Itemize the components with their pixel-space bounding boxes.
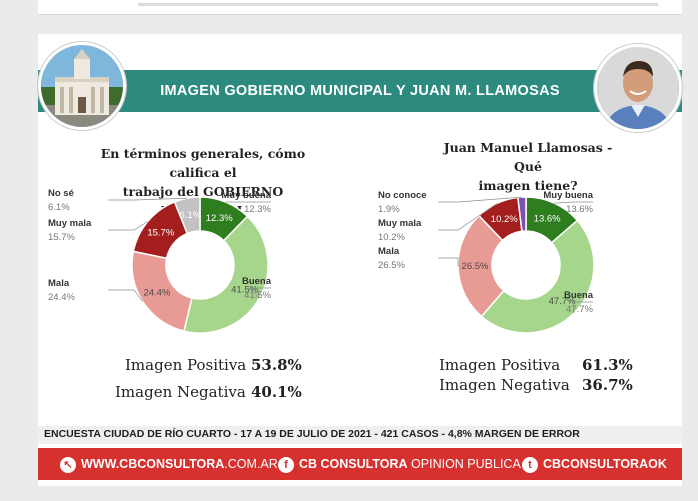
left-positive-value: 53.8% [251,356,302,374]
donut-slice [480,219,595,334]
website-link[interactable]: ↖ WWW.CBCONSULTORA.COM.AR [60,448,278,480]
slice-value-label: 12.3% [206,213,233,224]
twitter-handle: CBCONSULTORAOK [543,457,667,471]
left-negative-value: 40.1% [251,383,302,401]
donut-slice [457,214,505,318]
previous-card-bar [138,3,658,6]
category-value: 24.4% [48,292,75,303]
website-rest: .COM.AR [224,457,278,471]
category-label: Muy mala [378,218,422,229]
category-value: 41.5% [244,290,271,301]
leader-line [438,257,459,267]
slice-value-label: 13.6% [534,214,561,225]
header-banner: IMAGEN GOBIERNO MUNICIPAL Y JUAN M. LLAM… [38,70,682,112]
category-label: Buena [242,276,272,287]
slice-value-label: 47.7% [549,296,576,307]
category-value: 13.6% [566,204,593,215]
donut-slice [183,215,269,334]
category-label: No sé [48,188,74,199]
category-value: 15.7% [48,232,75,243]
contact-bar: ↖ WWW.CBCONSULTORA.COM.AR f CB CONSULTORA … [38,448,682,480]
category-label: Muy buena [221,190,271,201]
leader-line [438,196,522,203]
facebook-bold: CB CONSULTORA [299,457,408,471]
slice-value-label: 41.5% [231,285,258,296]
leader-line [438,203,498,231]
slice-value-label: 10.2% [491,214,518,225]
slice-value-label: 24.4% [143,287,170,298]
twitter-link[interactable]: t CBCONSULTORAOK [522,448,667,480]
leader-line [248,287,271,299]
slice-value-label: 6.1% [179,210,201,221]
slice-value-label: 15.7% [147,227,174,238]
donut-slice [173,196,201,235]
leader-line [554,201,593,204]
building-illustration [41,45,123,127]
twitter-icon: t [522,456,538,473]
survey-card: IMAGEN GOBIERNO MUNICIPAL Y JUAN M. LLAM… [38,34,682,486]
category-label: Buena [564,290,594,301]
right-positive-value: 61.3% [582,356,633,374]
category-label: Mala [48,278,70,289]
right-negative-label: Imagen Negativa [439,376,570,394]
category-value: 1.9% [378,204,400,215]
donut-slice [131,250,193,332]
llamosas-photo [594,44,682,132]
cursor-click-icon: ↖ [60,456,76,473]
right-negative-value: 36.7% [582,376,633,394]
leader-line [108,221,148,231]
survey-info-strip [38,426,682,444]
left-positive-row: Imagen Positiva 53.8% [125,356,302,374]
category-value: 10.2% [378,232,405,243]
leader-line [572,301,593,314]
category-label: Mala [378,246,400,257]
person-illustration [597,47,679,129]
right-question: Juan Manuel Llamosas - Qué imagen tiene? [428,138,628,195]
page-title: IMAGEN GOBIERNO MUNICIPAL Y JUAN M. LLAM… [160,83,560,99]
category-value: 6.1% [48,202,70,213]
survey-info: ENCUESTA CIUDAD DE RÍO CUARTO - 17 A 19 … [44,428,580,440]
facebook-icon: f [278,456,294,473]
right-question-line2: imagen tiene? [478,178,578,193]
right-question-line1: Juan Manuel Llamosas - Qué [443,140,613,174]
category-label: No conoce [378,190,427,201]
facebook-link[interactable]: f CB CONSULTORA OPINION PUBLICA [278,448,521,480]
left-question-line1: En términos generales, cómo califica el [100,146,306,180]
building-photo [38,42,126,130]
facebook-rest: OPINION PUBLICA [407,457,521,471]
right-positive-label: Imagen Positiva [439,356,561,374]
slice-value-label: 26.5% [462,261,489,272]
category-value: 12.3% [244,204,271,215]
right-negative-row: Imagen Negativa 36.7% [439,376,633,394]
donut-charts: 12.3%Muy buena12.3%41.5%Buena41.5%24.4%M… [48,188,595,334]
left-negative-row: Imagen Negativa 40.1% [115,383,302,401]
category-value: 47.7% [566,304,593,315]
left-positive-label: Imagen Positiva [125,356,247,374]
category-label: Muy mala [48,218,92,229]
category-label: Muy buena [543,190,593,201]
category-value: 26.5% [378,260,405,271]
leader-line [108,289,143,302]
previous-card-edge [38,0,682,15]
website-bold: WWW.CBCONSULTORA [81,457,225,471]
right-positive-row: Imagen Positiva 61.3% [439,356,633,374]
leader-line [108,197,188,201]
left-negative-label: Imagen Negativa [115,383,246,401]
